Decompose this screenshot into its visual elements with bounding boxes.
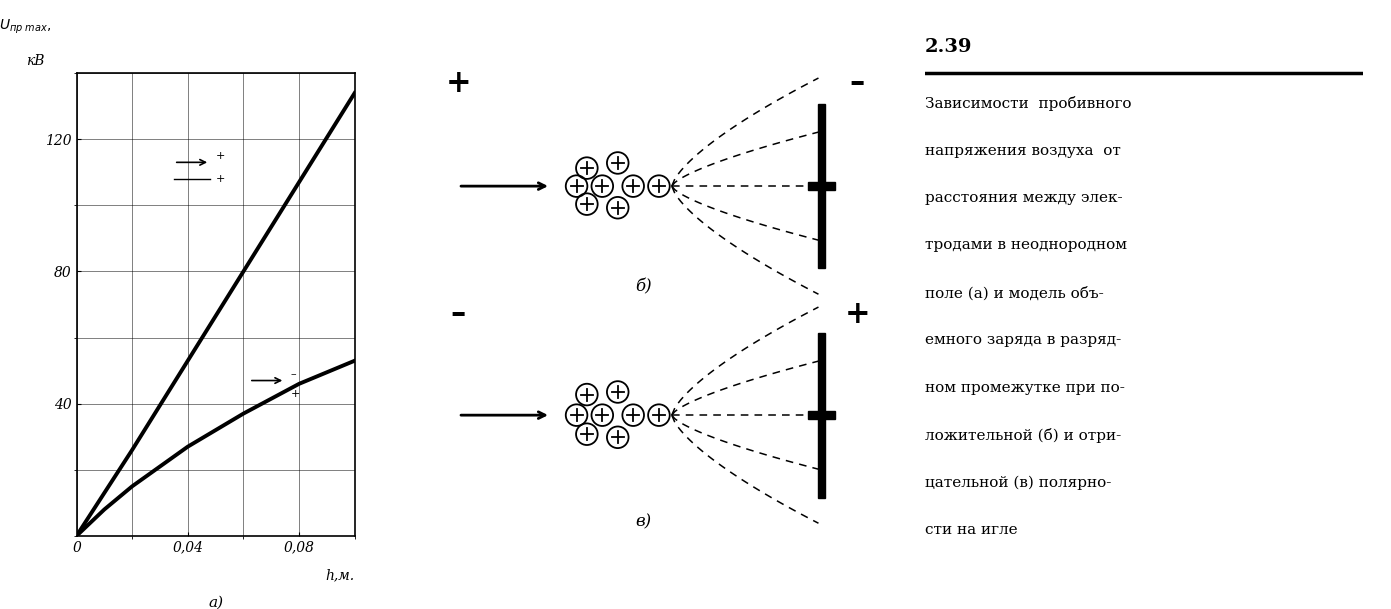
- Text: ложительной (б) и отри-: ложительной (б) и отри-: [925, 428, 1121, 443]
- Text: а): а): [209, 596, 223, 609]
- Text: поле (а) и модель объ-: поле (а) и модель объ-: [925, 286, 1104, 300]
- Text: Зависимости  пробивного: Зависимости пробивного: [925, 96, 1131, 111]
- Text: +: +: [844, 299, 869, 330]
- Text: емного заряда в разряд-: емного заряда в разряд-: [925, 333, 1121, 347]
- Bar: [808, 182, 836, 190]
- Text: кВ: кВ: [26, 54, 45, 68]
- Text: –: –: [291, 369, 296, 379]
- Text: +: +: [216, 151, 225, 161]
- Text: –: –: [850, 68, 865, 99]
- Text: напряжения воздуха  от: напряжения воздуха от: [925, 144, 1121, 158]
- Bar: [808, 411, 836, 419]
- Text: +: +: [291, 389, 300, 399]
- Text: $U_{пр\ max},$: $U_{пр\ max},$: [0, 18, 51, 36]
- Text: сти на игле: сти на игле: [925, 523, 1018, 537]
- Text: h,м.: h,м.: [325, 568, 355, 582]
- Text: ном промежутке при по-: ном промежутке при по-: [925, 381, 1125, 395]
- Text: 2.39: 2.39: [925, 38, 972, 56]
- Bar: [818, 333, 825, 498]
- Text: –: –: [177, 174, 182, 184]
- Text: –: –: [451, 299, 466, 330]
- Text: б): б): [636, 278, 652, 295]
- Text: тродами в неоднородном: тродами в неоднородном: [925, 238, 1127, 252]
- Text: расстояния между элек-: расстояния между элек-: [925, 191, 1123, 205]
- Text: +: +: [445, 68, 472, 99]
- Text: +: +: [216, 174, 225, 184]
- Text: цательной (в) полярно-: цательной (в) полярно-: [925, 476, 1111, 490]
- Bar: [818, 104, 825, 269]
- Text: в): в): [636, 513, 651, 530]
